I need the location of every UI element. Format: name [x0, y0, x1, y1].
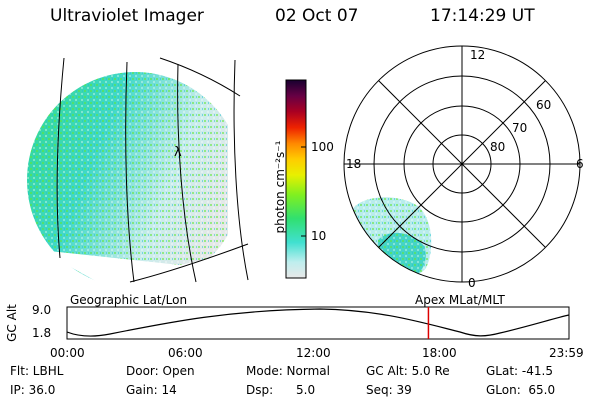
altitude-tick-9: 9.0	[32, 303, 52, 317]
polar-panel-label: Apex MLat/MLT	[415, 293, 505, 307]
date-label: 02 Oct 07	[275, 6, 359, 26]
status-door: Door: Open	[126, 364, 195, 378]
status-glat: GLat: -41.5	[486, 364, 553, 378]
status-gc-alt: GC Alt: 5.0 Re	[366, 364, 450, 378]
x-tick-2359: 23:59	[549, 346, 584, 360]
lat-label-80: 80	[490, 140, 506, 154]
mlt-label-6: 6	[576, 157, 584, 171]
mlt-label-18: 18	[346, 157, 362, 171]
mlt-label-12: 12	[470, 48, 486, 62]
x-tick-0000: 00:00	[50, 346, 85, 360]
lat-label-70: 70	[512, 121, 528, 135]
colorbar-unit-label: photon cm⁻²s⁻¹	[273, 140, 287, 234]
time-label: 17:14:29 UT	[430, 6, 535, 26]
polar-grid	[343, 45, 581, 283]
status-gain: Gain: 14	[126, 383, 177, 397]
mlt-label-0: 0	[468, 276, 476, 290]
status-glon: GLon: 65.0	[486, 383, 556, 397]
status-ip: IP: 36.0	[10, 383, 56, 397]
lat-label-60: 60	[536, 98, 552, 112]
x-tick-1200: 12:00	[296, 346, 331, 360]
colorbar-tick-10: 10	[311, 229, 327, 243]
altitude-plot	[66, 306, 570, 340]
geo-panel-label: Geographic Lat/Lon	[70, 293, 188, 307]
polar-aurora	[351, 197, 432, 280]
colorbar-tick-100: 100	[311, 140, 334, 154]
colorbar	[285, 79, 307, 279]
x-tick-1800: 18:00	[422, 346, 457, 360]
geo-image	[27, 70, 258, 300]
status-mode: Mode: Normal	[246, 364, 330, 378]
geo-marker-label: λ	[174, 145, 182, 160]
status-seq: Seq: 39	[366, 383, 412, 397]
status-filter: Flt: LBHL	[10, 364, 64, 378]
app-title: Ultraviolet Imager	[50, 6, 204, 26]
geo-grid-lines	[56, 57, 249, 283]
status-dsp: Dsp: 5.0	[246, 383, 316, 397]
altitude-ylabel: GC Alt	[5, 304, 19, 342]
x-tick-0600: 06:00	[168, 346, 203, 360]
altitude-tick-1: 1.8	[32, 326, 52, 340]
